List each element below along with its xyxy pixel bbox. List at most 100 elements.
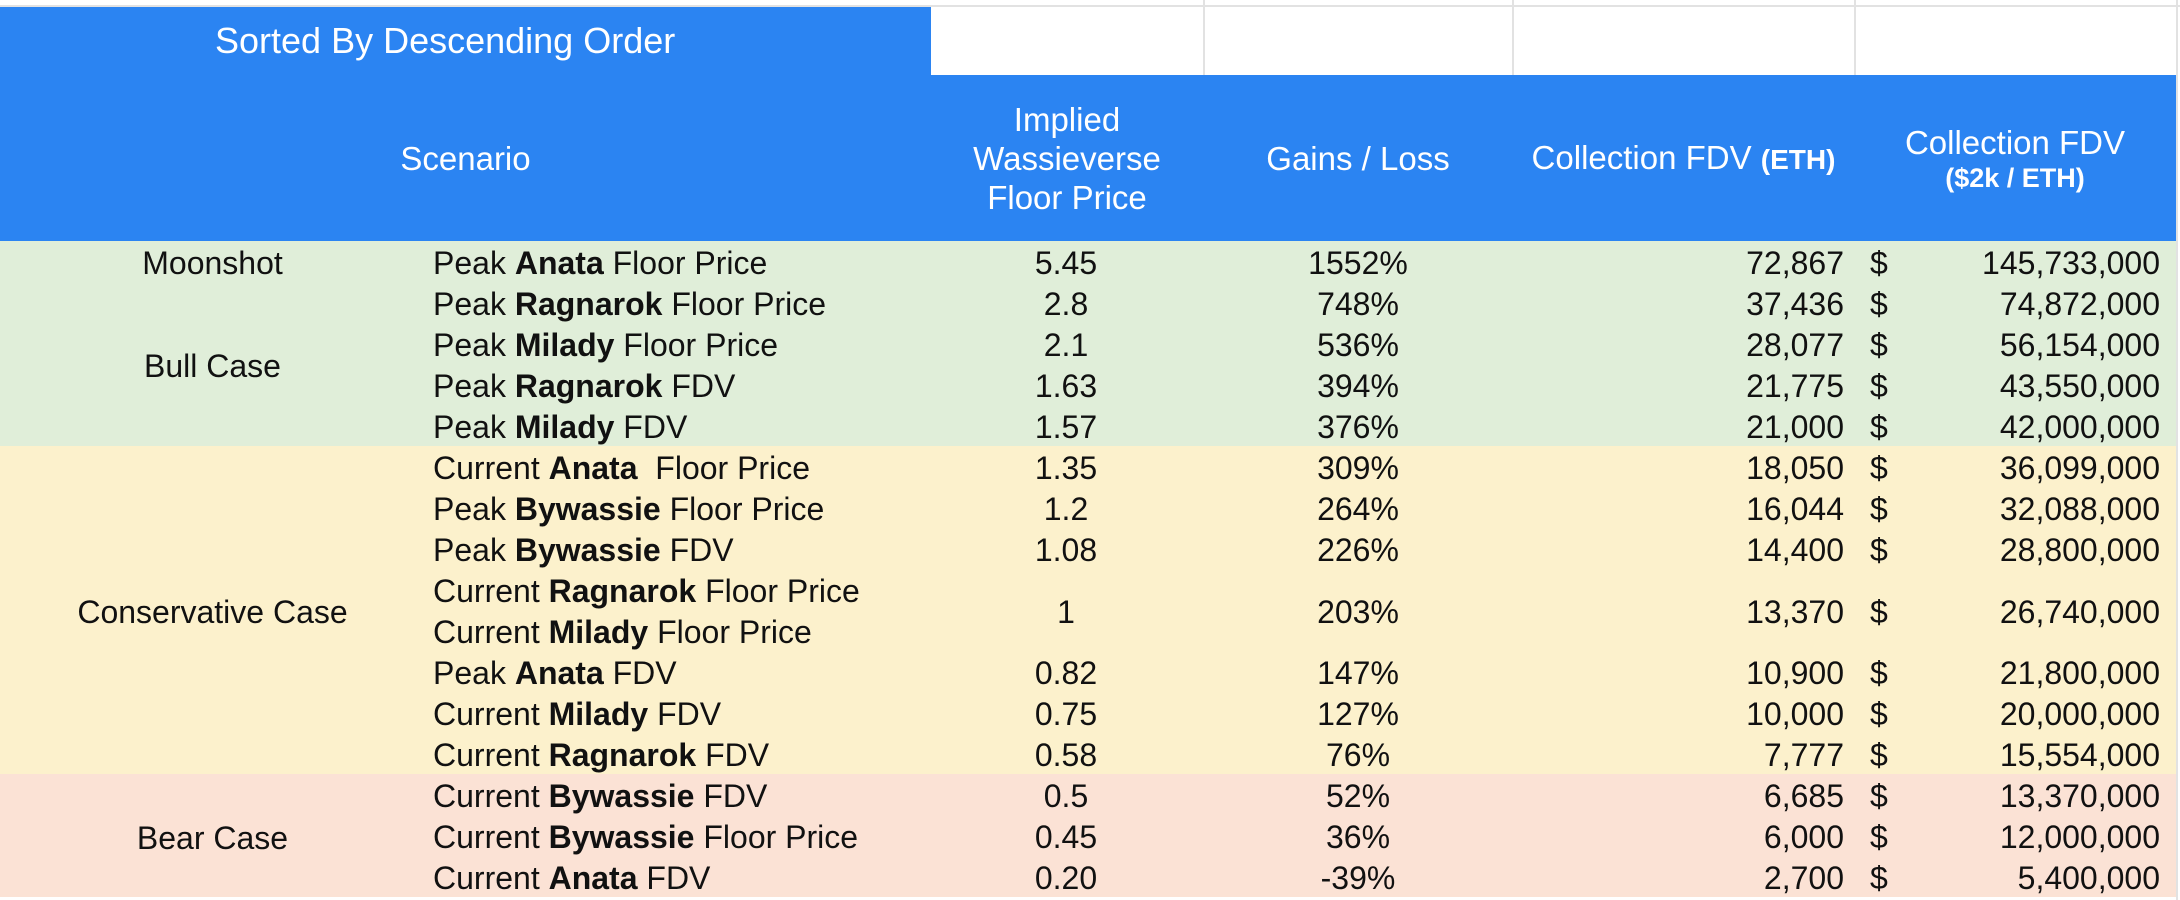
scenario-cell: Current Ragnarok Floor Price Current Mila… [433, 571, 860, 653]
fdv-usd-cell: 21,800,000 [1999, 655, 2160, 691]
fdv-eth-cell: 6,685 [1763, 778, 1844, 814]
table-row[interactable]: Current Ragnarok FDV 0.58 76% 7,777 $15,554,… [0, 735, 2176, 776]
floor-price-cell: 5.45 [1034, 245, 1098, 281]
floor-price-cell: 1.08 [1034, 532, 1098, 568]
case-bear[interactable]: Bear Case [136, 820, 289, 856]
header-fdv-eth[interactable]: Collection FDV (ETH) [1513, 75, 1854, 241]
fdv-eth-cell: 7,777 [1763, 737, 1844, 773]
currency-symbol: $ [1870, 450, 1888, 486]
case-bull[interactable]: Bull Case [144, 348, 281, 384]
gains-loss-cell: 309% [1317, 450, 1399, 486]
header-floor-price[interactable]: Implied Wassieverse Floor Price [931, 75, 1203, 241]
table-row[interactable]: Current Bywassie FDV 0.5 52% 6,685 $13,370,0… [0, 776, 2176, 817]
scenario-line: Current Ragnarok Floor Price [433, 573, 860, 609]
scenario-line: Peak Ragnarok Floor Price [433, 286, 827, 322]
table-row[interactable]: Peak Milady FDV 1.57 376% 21,000 $42,000,000 [0, 407, 2176, 448]
table-row[interactable]: Peak Bywassie Floor Price 1.2 264% 16,044 $3… [0, 489, 2176, 530]
header-scenario-label: Scenario [400, 139, 531, 177]
table-row[interactable]: Peak Bywassie FDV 1.08 226% 14,400 $28,800,0… [0, 530, 2176, 571]
floor-price-cell: 0.58 [1034, 737, 1098, 773]
floor-price-cell: 1.57 [1034, 409, 1098, 445]
scenario-cell: Current Bywassie Floor Price [433, 817, 858, 858]
table-row[interactable]: Peak Anata Floor Price 5.45 1552% 72,867 $14… [0, 243, 2176, 284]
collection-name: Milady [514, 327, 615, 363]
table-row[interactable]: Peak Ragnarok Floor Price 2.8 748% 37,436 $7… [0, 284, 2176, 325]
header-gains-label: Gains / Loss [1266, 139, 1450, 177]
gains-loss-cell: 36% [1325, 819, 1391, 855]
sheet-title-cell[interactable]: Sorted By Descending Order [0, 7, 931, 75]
fdv-eth-cell: 10,000 [1746, 696, 1844, 732]
header-fdv-usd[interactable]: Collection FDV ($2k / ETH) [1854, 75, 2176, 241]
gains-loss-cell: 1552% [1308, 245, 1408, 281]
gains-loss-cell: 536% [1317, 327, 1399, 363]
gains-loss-cell: 127% [1317, 696, 1399, 732]
scenario-cell: Current Bywassie FDV [433, 776, 767, 817]
conservative-band [0, 446, 2176, 774]
fdv-eth-cell: 37,436 [1746, 286, 1844, 322]
fdv-eth-cell: 72,867 [1746, 245, 1844, 281]
floor-price-cell: 1.2 [1043, 491, 1089, 527]
gridline [1203, 0, 1205, 75]
header-gains-loss[interactable]: Gains / Loss [1203, 75, 1513, 241]
gains-loss-cell: 264% [1317, 491, 1399, 527]
fdv-eth-cell: 21,775 [1746, 368, 1844, 404]
scenario-line: Current Milady FDV [433, 696, 722, 732]
collection-name: Bywassie [548, 819, 695, 855]
floor-price-cell: 0.75 [1034, 696, 1098, 732]
currency-symbol: $ [1870, 819, 1888, 855]
floor-price-cell: 1.35 [1034, 450, 1098, 486]
table-row[interactable]: Current Anata Floor Price 1.35 309% 18,050 $… [0, 448, 2176, 489]
floor-price-cell: 0.5 [1043, 778, 1089, 814]
collection-name: Milady [548, 696, 649, 732]
case-conservative[interactable]: Conservative Case [77, 594, 348, 630]
table-row[interactable]: Peak Ragnarok FDV 1.63 394% 21,775 $43,550,0… [0, 366, 2176, 407]
table-row[interactable]: Current Milady FDV 0.75 127% 10,000 $20,000,… [0, 694, 2176, 735]
collection-name: Milady [548, 614, 649, 650]
collection-name: Ragnarok [514, 286, 663, 322]
fdv-usd-cell: 5,400,000 [2017, 860, 2160, 896]
floor-price-cell: 0.20 [1034, 860, 1098, 896]
currency-symbol: $ [1870, 532, 1888, 568]
collection-name: Ragnarok [548, 573, 697, 609]
floor-price-cell: 0.82 [1034, 655, 1098, 691]
table-row[interactable]: Current Bywassie Floor Price 0.45 36% 6,000… [0, 817, 2176, 858]
table-row[interactable]: Current Anata FDV 0.20 -39% 2,700 $5,400,000 [0, 858, 2176, 899]
scenario-line: Peak Anata FDV [433, 655, 677, 691]
fdv-eth-cell: 6,000 [1763, 819, 1844, 855]
gridline [2176, 0, 2178, 900]
header-fdv-usd-main: Collection FDV [1904, 123, 2126, 161]
fdv-eth-cell: 28,077 [1746, 327, 1844, 363]
bull-band [0, 241, 2176, 446]
scenario-line: Peak Milady Floor Price [433, 327, 778, 363]
scenario-cell: Current Anata Floor Price [433, 448, 810, 489]
scenario-cell: Peak Milady Floor Price [433, 325, 778, 366]
currency-symbol: $ [1870, 594, 1888, 630]
fdv-eth-cell: 18,050 [1746, 450, 1844, 486]
header-fdv-eth-label: Collection FDV (ETH) [1532, 138, 1836, 179]
floor-price-cell: 2.1 [1043, 327, 1089, 363]
currency-symbol: $ [1870, 245, 1888, 281]
floor-price-cell: 0.45 [1034, 819, 1098, 855]
header-scenario[interactable]: Scenario [0, 75, 931, 241]
collection-name: Ragnarok [548, 737, 697, 773]
fdv-usd-cell: 36,099,000 [1999, 450, 2160, 486]
table-row[interactable]: Peak Milady Floor Price 2.1 536% 28,077 $56,… [0, 325, 2176, 366]
currency-symbol: $ [1870, 409, 1888, 445]
gains-loss-cell: 147% [1317, 655, 1399, 691]
case-moonshot[interactable]: Moonshot [142, 245, 283, 281]
table-row[interactable]: Peak Anata FDV 0.82 147% 10,900 $21,800,000 [0, 653, 2176, 694]
collection-name: Anata [548, 450, 638, 486]
collection-name: Anata [514, 655, 604, 691]
currency-symbol: $ [1870, 655, 1888, 691]
scenario-cell: Peak Bywassie FDV [433, 530, 734, 571]
collection-name: Bywassie [514, 491, 661, 527]
header-fdv-eth-main: Collection FDV [1531, 138, 1752, 176]
table-row[interactable]: Current Ragnarok Floor Price Current Mila… [0, 571, 2176, 653]
scenario-line: Current Anata FDV [433, 860, 711, 896]
scenario-cell: Peak Milady FDV [433, 407, 687, 448]
gridline [1854, 0, 1856, 75]
fdv-usd-cell: 12,000,000 [1999, 819, 2160, 855]
header-floor-line-2: Wassieverse [973, 139, 1161, 177]
scenario-cell: Current Milady FDV [433, 694, 721, 735]
